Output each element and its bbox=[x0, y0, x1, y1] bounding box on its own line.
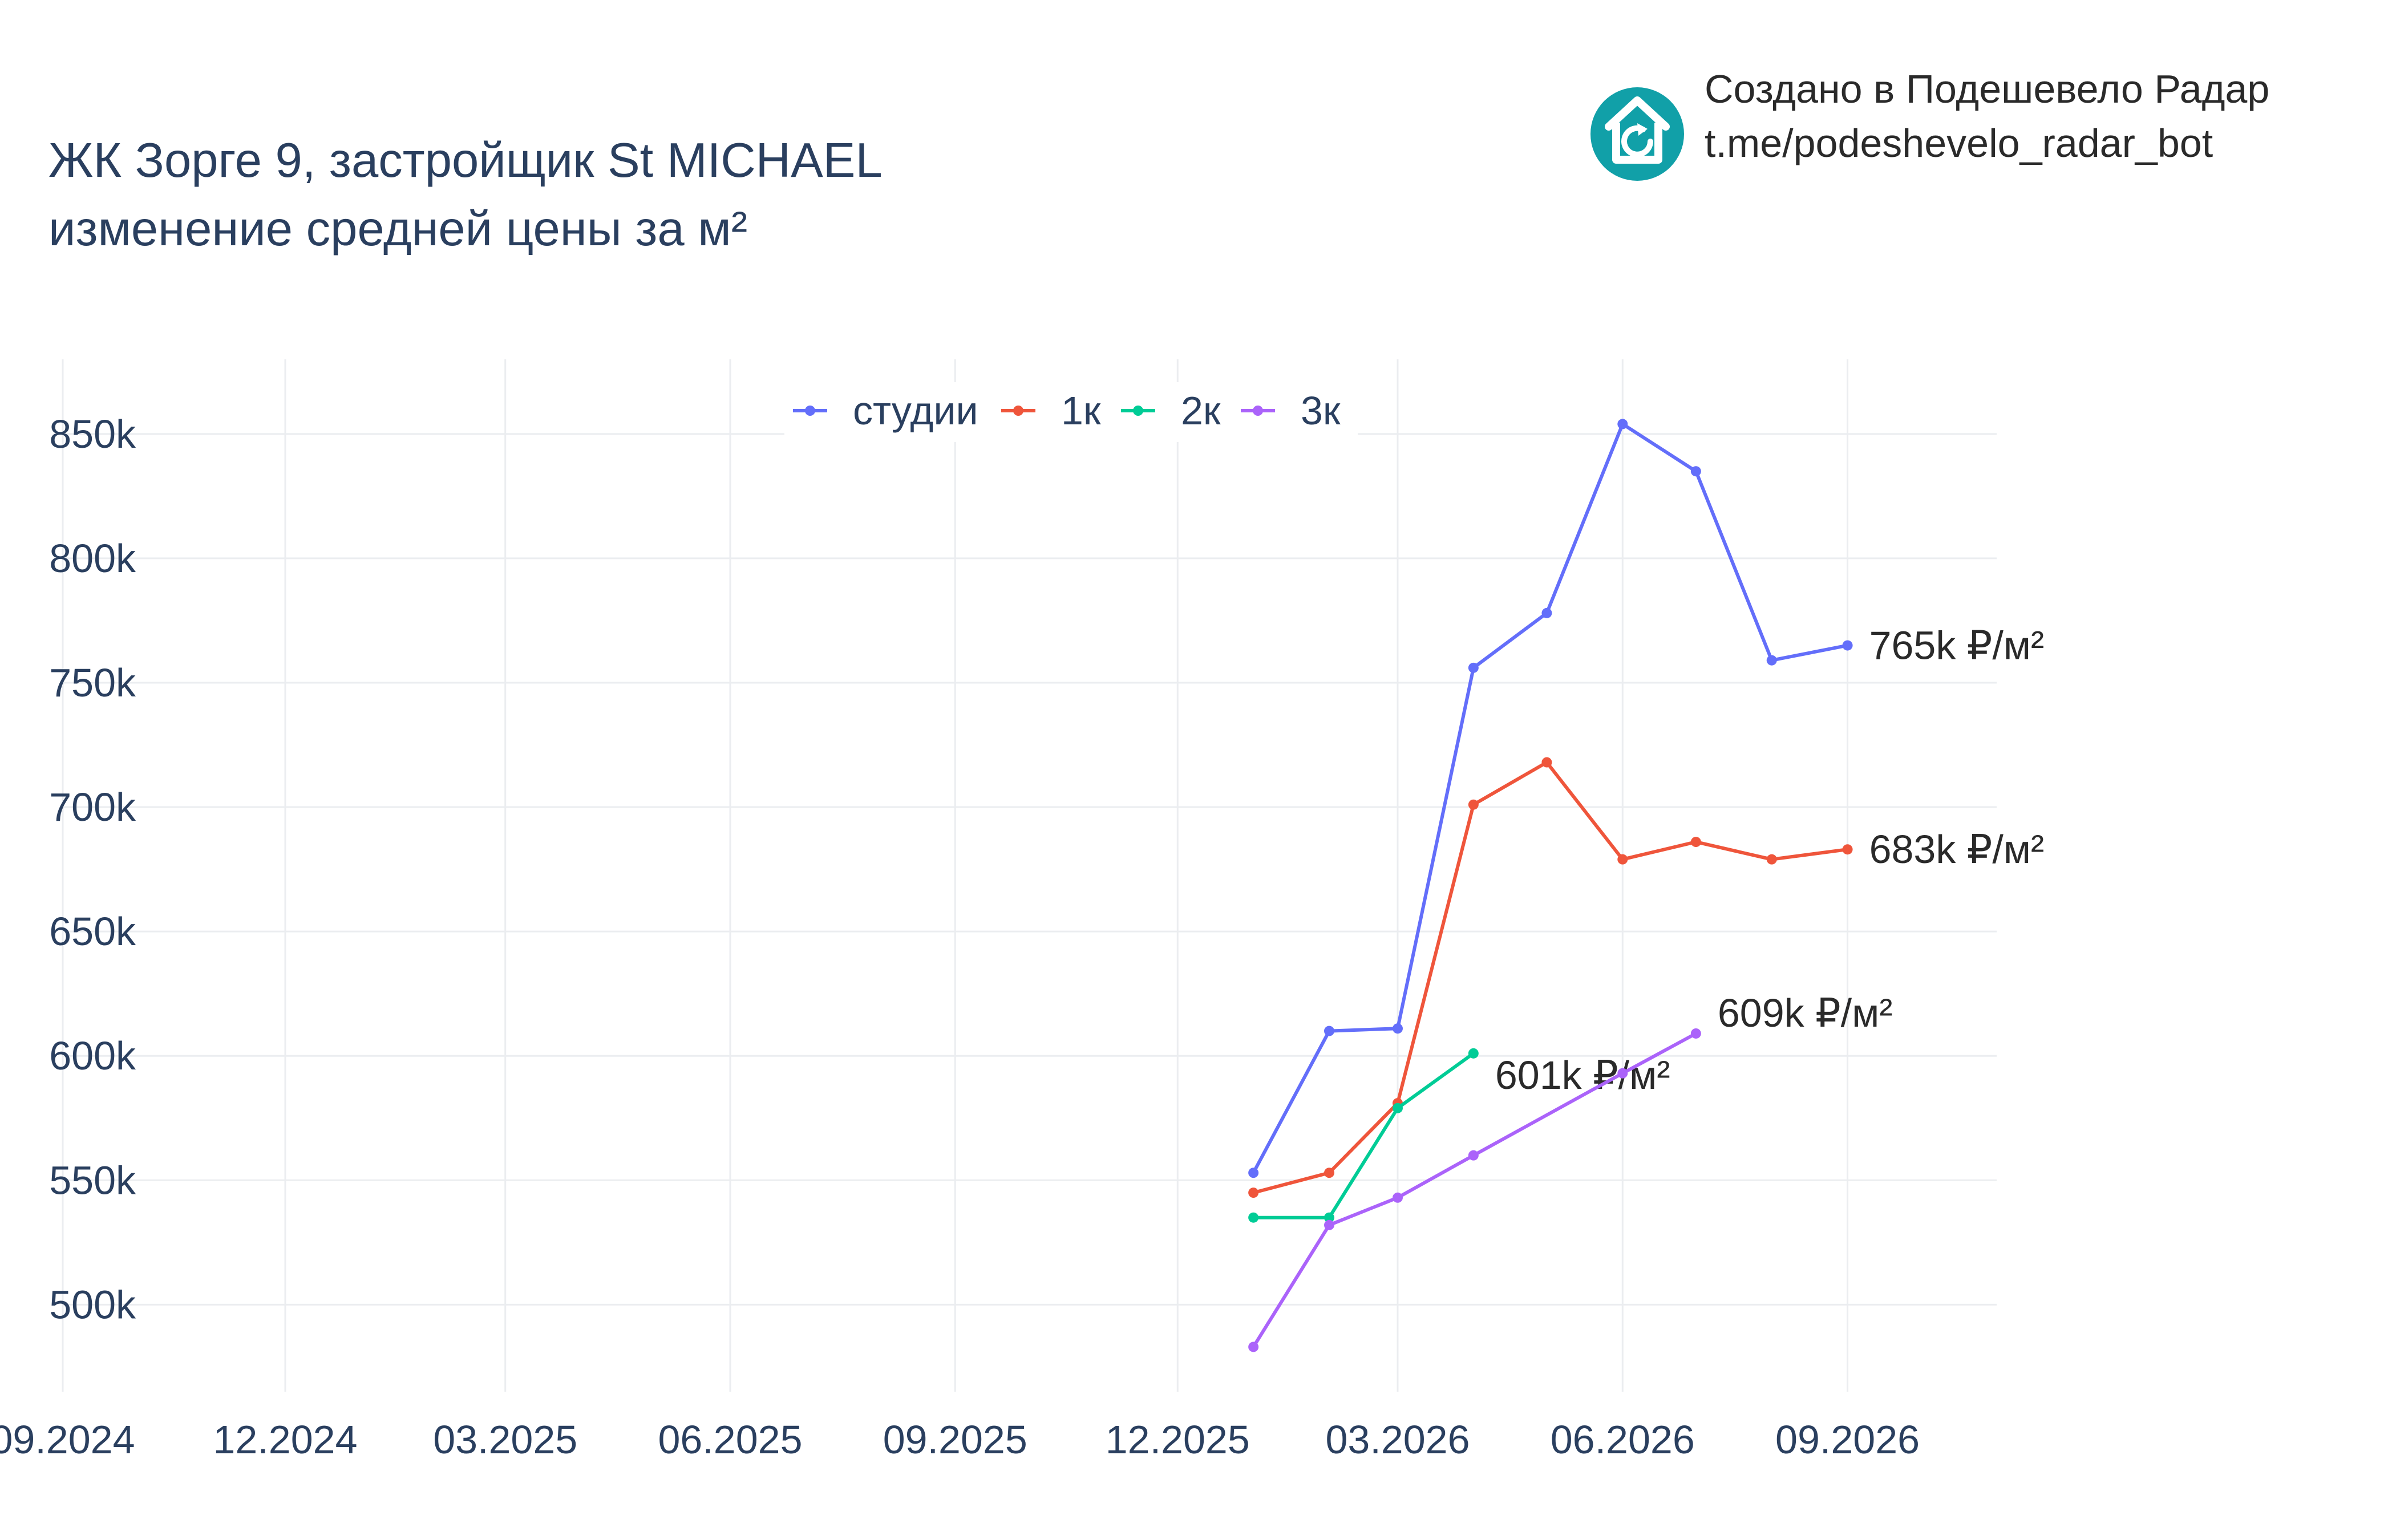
data-point[interactable] bbox=[1324, 1168, 1334, 1178]
legend: студии 1к 2к 3к bbox=[784, 382, 1358, 442]
x-tick-label: 09.2026 bbox=[1775, 1417, 1920, 1462]
series-2: 683k ₽/м² bbox=[1248, 757, 2044, 1198]
legend-label: 3к bbox=[1301, 388, 1341, 433]
credit-block: Создано в Подешевело Радар t.me/podeshev… bbox=[1590, 67, 2269, 181]
series-4: 609k ₽/м² bbox=[1248, 991, 1893, 1352]
end-value-label: 601k ₽/м² bbox=[1495, 1053, 1670, 1097]
data-point[interactable] bbox=[1468, 1150, 1479, 1161]
data-point[interactable] bbox=[1324, 1212, 1334, 1223]
house-refresh-icon bbox=[1590, 87, 1684, 181]
legend-marker bbox=[1013, 406, 1023, 416]
legend-marker bbox=[1133, 406, 1143, 416]
credit-line-1: Создано в Подешевело Радар bbox=[1705, 67, 2269, 111]
data-point[interactable] bbox=[1248, 1212, 1259, 1223]
data-point[interactable] bbox=[1617, 854, 1628, 865]
data-point[interactable] bbox=[1324, 1219, 1334, 1230]
data-point[interactable] bbox=[1248, 1342, 1259, 1352]
x-tick-label: 09.2024 bbox=[0, 1417, 135, 1462]
data-point[interactable] bbox=[1393, 1192, 1403, 1203]
y-tick-label: 800k bbox=[49, 536, 136, 581]
data-point[interactable] bbox=[1468, 1048, 1479, 1059]
y-gridlines bbox=[63, 433, 1997, 1306]
x-tick-label: 03.2025 bbox=[433, 1417, 577, 1462]
y-axis: 500k 550k 600k 650k 700k 750k 800k 850k bbox=[49, 412, 136, 1327]
x-tick-label: 03.2026 bbox=[1325, 1417, 1470, 1462]
legend-item[interactable]: студии bbox=[793, 388, 978, 433]
data-point[interactable] bbox=[1248, 1188, 1259, 1198]
series-layer: 765k ₽/м² 683k ₽/м² 601k ₽/м² 609k ₽/м² bbox=[1248, 419, 2044, 1352]
chart-title-line-2: изменение средней цены за м² bbox=[48, 202, 747, 256]
chart-title-line-1: ЖК Зорге 9, застройщик St MICHAEL bbox=[48, 133, 883, 188]
data-point[interactable] bbox=[1468, 662, 1479, 673]
x-tick-label: 06.2025 bbox=[658, 1417, 802, 1462]
series-3: 601k ₽/м² bbox=[1248, 1048, 1670, 1223]
x-tick-label: 06.2026 bbox=[1551, 1417, 1695, 1462]
series-line bbox=[1253, 1052, 1475, 1219]
data-point[interactable] bbox=[1690, 1028, 1701, 1039]
series-1: 765k ₽/м² bbox=[1248, 419, 2044, 1178]
end-value-label: 609k ₽/м² bbox=[1718, 991, 1893, 1035]
y-tick-label: 500k bbox=[49, 1282, 136, 1327]
data-point[interactable] bbox=[1842, 844, 1853, 855]
data-point[interactable] bbox=[1324, 1026, 1334, 1036]
x-tick-label: 12.2024 bbox=[213, 1417, 357, 1462]
x-axis: 09.2024 12.2024 03.2025 06.2025 09.2025 12.20… bbox=[0, 1417, 1920, 1462]
data-point[interactable] bbox=[1248, 1168, 1259, 1178]
y-tick-label: 600k bbox=[49, 1034, 136, 1078]
y-tick-label: 700k bbox=[49, 785, 136, 829]
data-point[interactable] bbox=[1393, 1103, 1403, 1113]
y-tick-label: 650k bbox=[49, 909, 136, 954]
legend-marker bbox=[1253, 406, 1263, 416]
data-point[interactable] bbox=[1468, 799, 1479, 810]
data-point[interactable] bbox=[1617, 419, 1628, 429]
data-point[interactable] bbox=[1766, 655, 1777, 666]
credit-url[interactable]: t.me/podeshevelo_radar_bot bbox=[1705, 121, 2213, 165]
legend-item[interactable]: 3к bbox=[1241, 388, 1341, 433]
x-tick-label: 09.2025 bbox=[883, 1417, 1027, 1462]
data-point[interactable] bbox=[1766, 854, 1777, 865]
x-tick-label: 12.2025 bbox=[1106, 1417, 1250, 1462]
x-gridlines bbox=[62, 359, 1849, 1392]
legend-label: студии bbox=[853, 388, 978, 433]
y-tick-label: 550k bbox=[49, 1158, 136, 1202]
data-point[interactable] bbox=[1690, 837, 1701, 848]
legend-item[interactable]: 2к bbox=[1121, 388, 1221, 433]
data-point[interactable] bbox=[1541, 757, 1552, 768]
series-line bbox=[1253, 760, 1848, 1195]
end-value-label: 683k ₽/м² bbox=[1869, 827, 2045, 872]
legend-marker bbox=[805, 406, 815, 416]
data-point[interactable] bbox=[1393, 1023, 1403, 1034]
chart-title: ЖК Зорге 9, застройщик St MICHAEL измене… bbox=[48, 133, 883, 256]
data-point[interactable] bbox=[1690, 466, 1701, 477]
series-line bbox=[1252, 1032, 1697, 1348]
data-point[interactable] bbox=[1842, 640, 1853, 651]
data-point[interactable] bbox=[1617, 1068, 1628, 1079]
legend-label: 2к bbox=[1181, 388, 1221, 433]
legend-item[interactable]: 1к bbox=[1001, 388, 1101, 433]
data-point[interactable] bbox=[1541, 607, 1552, 618]
end-value-label: 765k ₽/м² bbox=[1869, 623, 2045, 668]
y-tick-label: 750k bbox=[49, 660, 136, 705]
legend-label: 1к bbox=[1061, 388, 1101, 433]
y-tick-label: 850k bbox=[49, 412, 136, 456]
